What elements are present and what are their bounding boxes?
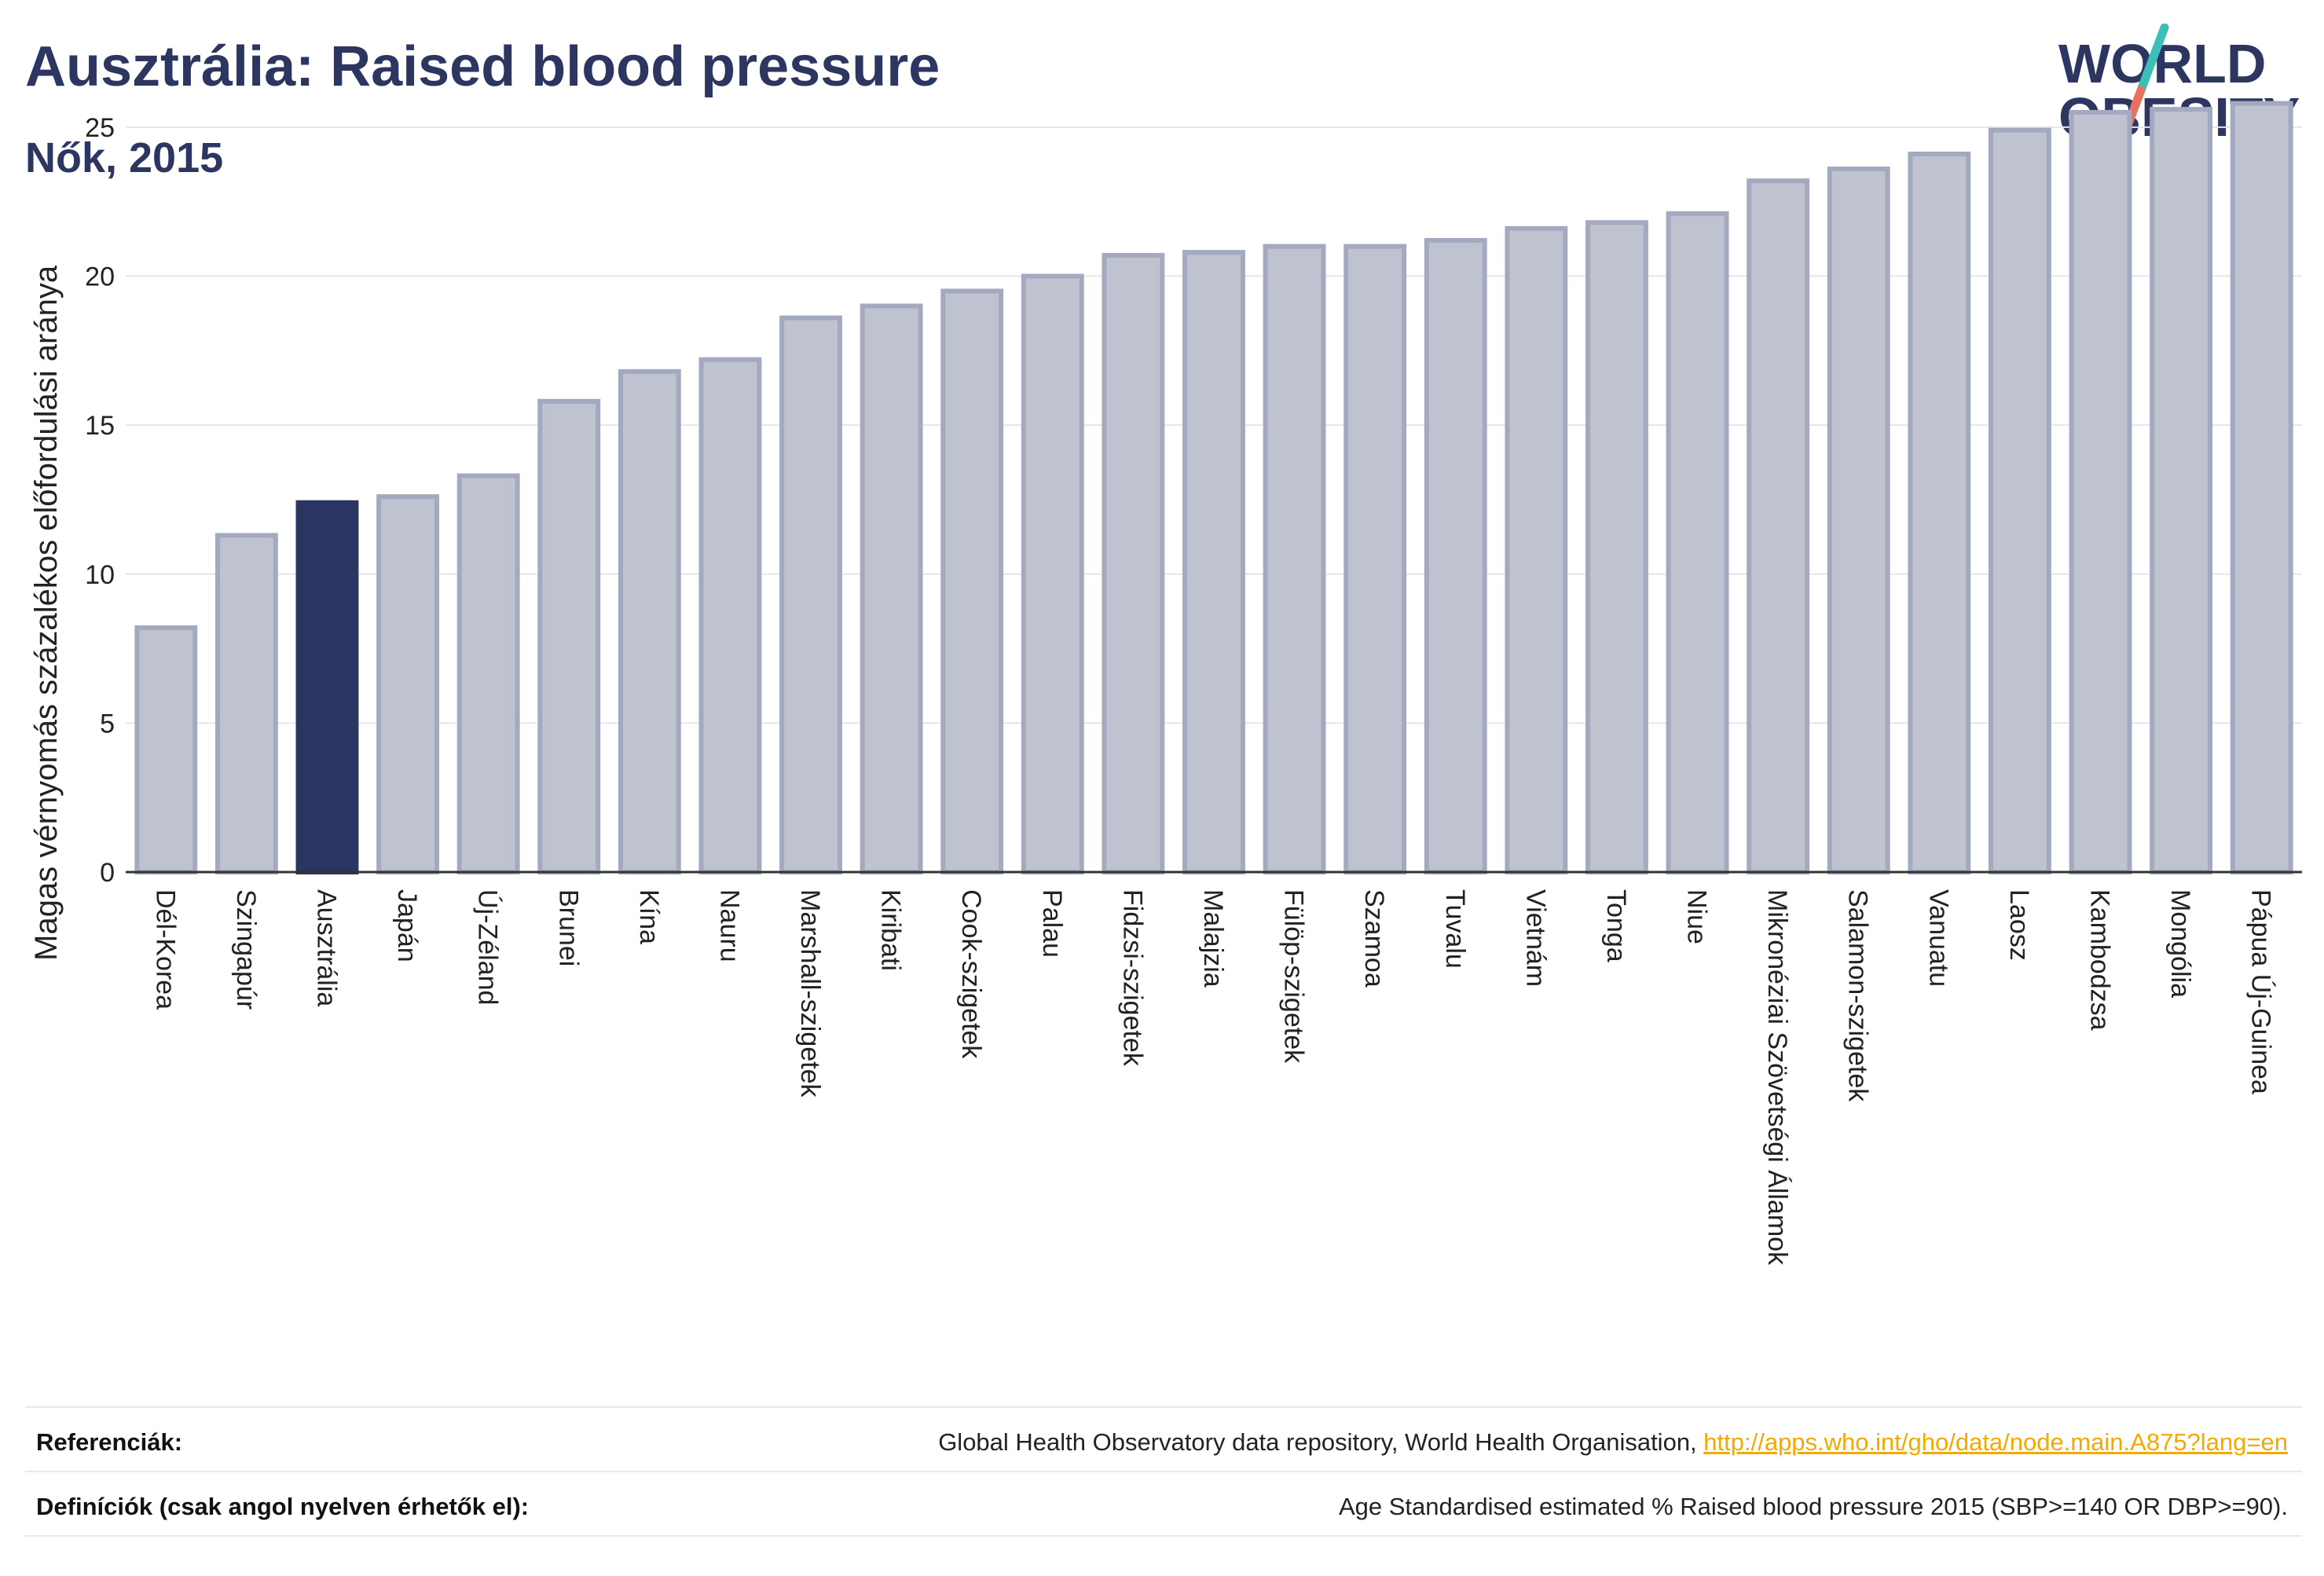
bar[interactable]: [376, 494, 440, 874]
x-tick-label: Kambodzsa: [2085, 889, 2115, 1031]
footer-divider-bottom: [25, 1535, 2302, 1537]
bar[interactable]: [1747, 178, 1810, 874]
y-axis-label: Magas vérnyomás százalékos előfordulási …: [29, 265, 64, 961]
logo-slash-teal: [2136, 24, 2169, 95]
y-tick-label: 20: [85, 262, 115, 292]
x-tick-label: Tuvalu: [1440, 889, 1470, 969]
x-tick-label: Brunei: [553, 889, 583, 966]
bar[interactable]: [698, 357, 762, 874]
bar-highlighted[interactable]: [295, 500, 359, 874]
bar-chart: 0 5 10 15 20 25 Dél-Korea Szingapúr Ausztrália Ja…: [29, 101, 2302, 1266]
bar[interactable]: [2069, 109, 2132, 875]
x-tick-label: Marshall-szigetek: [795, 889, 825, 1098]
x-tick-label: Palau: [1037, 889, 1067, 958]
bar[interactable]: [779, 315, 842, 874]
x-tick-label: Kína: [634, 889, 664, 944]
footer-divider-top: [25, 1406, 2302, 1408]
bar[interactable]: [1021, 273, 1084, 874]
x-tick-label: Japán: [392, 889, 422, 962]
references-link[interactable]: http://apps.who.int/gho/data/node.main.A…: [1703, 1428, 2288, 1456]
x-tick-label: Szingapúr: [231, 889, 261, 1010]
y-tick-label: 5: [100, 709, 115, 739]
x-tick-label: Fidzsi-szigetek: [1117, 889, 1147, 1067]
bar[interactable]: [1505, 225, 1568, 874]
bar[interactable]: [1343, 244, 1407, 874]
bar[interactable]: [1827, 166, 1890, 874]
x-tick-label: Dél-Korea: [150, 889, 180, 1010]
bar[interactable]: [456, 473, 520, 874]
footer-divider-middle: [25, 1471, 2302, 1472]
definitions-label: Definíciók (csak angol nyelven érhetők e…: [36, 1493, 530, 1520]
bar[interactable]: [537, 398, 601, 874]
chart-title: Ausztrália: Raised blood pressure: [25, 35, 940, 98]
x-tick-label: Cook-szigetek: [956, 889, 986, 1059]
x-tick-label: Malajzia: [1198, 889, 1228, 988]
bar[interactable]: [1424, 238, 1487, 874]
bar[interactable]: [1263, 244, 1326, 874]
bar[interactable]: [1666, 211, 1729, 874]
references-text: Global Health Observatory data repositor…: [938, 1428, 2288, 1457]
x-tick-label: Salamon-szigetek: [1843, 889, 1873, 1102]
bar[interactable]: [134, 625, 198, 874]
x-tick-label: Tonga: [1601, 889, 1631, 962]
x-tick-label: Vietnám: [1520, 889, 1550, 987]
bar[interactable]: [1102, 252, 1165, 874]
x-tick-label: Laosz: [2004, 889, 2034, 961]
x-tick-label: Kiribati: [876, 889, 906, 971]
bar[interactable]: [1908, 152, 1971, 875]
x-tick-label: Niue: [1682, 889, 1712, 944]
bar[interactable]: [214, 533, 278, 874]
references-label: Referenciák:: [36, 1428, 183, 1456]
x-tick-label: Mongólia: [2165, 889, 2195, 998]
bar[interactable]: [2150, 107, 2213, 874]
y-tick-label: 10: [85, 560, 115, 590]
y-tick-label: 0: [100, 858, 115, 888]
bar[interactable]: [1988, 127, 2051, 874]
bar[interactable]: [1182, 250, 1245, 874]
references-source: Global Health Observatory data repositor…: [938, 1428, 1704, 1456]
bar[interactable]: [860, 303, 923, 874]
x-tick-label: Nauru: [714, 889, 744, 962]
y-tick-label: 25: [85, 113, 115, 143]
definitions-text: Age Standardised estimated % Raised bloo…: [1338, 1493, 2288, 1520]
x-tick-label: Ausztrália: [311, 889, 341, 1006]
bar[interactable]: [1585, 220, 1648, 874]
chart-subtitle: Nők, 2015: [25, 134, 224, 181]
x-tick-label: Mikronéziai Szövetségi Államok: [1762, 889, 1792, 1266]
x-tick-label: Fülöp-szigetek: [1279, 889, 1309, 1064]
x-tick-label: Szamoa: [1359, 889, 1389, 988]
bar[interactable]: [940, 288, 1004, 875]
bar[interactable]: [618, 368, 681, 874]
x-tick-label: Új-Zéland: [473, 889, 503, 1005]
y-tick-label: 15: [85, 411, 115, 441]
x-tick-label: Pápua Új-Guinea: [2246, 889, 2276, 1094]
x-tick-label: Vanuatu: [1923, 889, 1953, 987]
bar[interactable]: [2230, 101, 2293, 874]
